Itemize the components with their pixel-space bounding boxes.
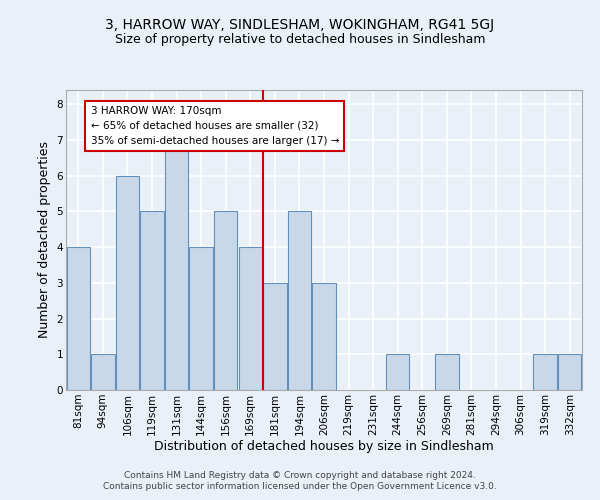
Bar	[558, 354, 581, 390]
Text: Size of property relative to detached houses in Sindlesham: Size of property relative to detached ho…	[115, 32, 485, 46]
Bar	[533, 354, 557, 390]
Bar	[67, 247, 90, 390]
Bar	[140, 212, 164, 390]
Bar	[435, 354, 458, 390]
Bar	[165, 140, 188, 390]
Bar	[239, 247, 262, 390]
X-axis label: Distribution of detached houses by size in Sindlesham: Distribution of detached houses by size …	[154, 440, 494, 454]
Y-axis label: Number of detached properties: Number of detached properties	[38, 142, 51, 338]
Bar	[313, 283, 335, 390]
Bar	[214, 212, 238, 390]
Bar	[288, 212, 311, 390]
Bar	[263, 283, 287, 390]
Bar	[386, 354, 409, 390]
Text: 3 HARROW WAY: 170sqm
← 65% of detached houses are smaller (32)
35% of semi-detac: 3 HARROW WAY: 170sqm ← 65% of detached h…	[91, 106, 339, 146]
Text: Contains HM Land Registry data © Crown copyright and database right 2024.: Contains HM Land Registry data © Crown c…	[124, 471, 476, 480]
Bar	[91, 354, 115, 390]
Text: Contains public sector information licensed under the Open Government Licence v3: Contains public sector information licen…	[103, 482, 497, 491]
Bar	[116, 176, 139, 390]
Text: 3, HARROW WAY, SINDLESHAM, WOKINGHAM, RG41 5GJ: 3, HARROW WAY, SINDLESHAM, WOKINGHAM, RG…	[106, 18, 494, 32]
Bar	[190, 247, 213, 390]
